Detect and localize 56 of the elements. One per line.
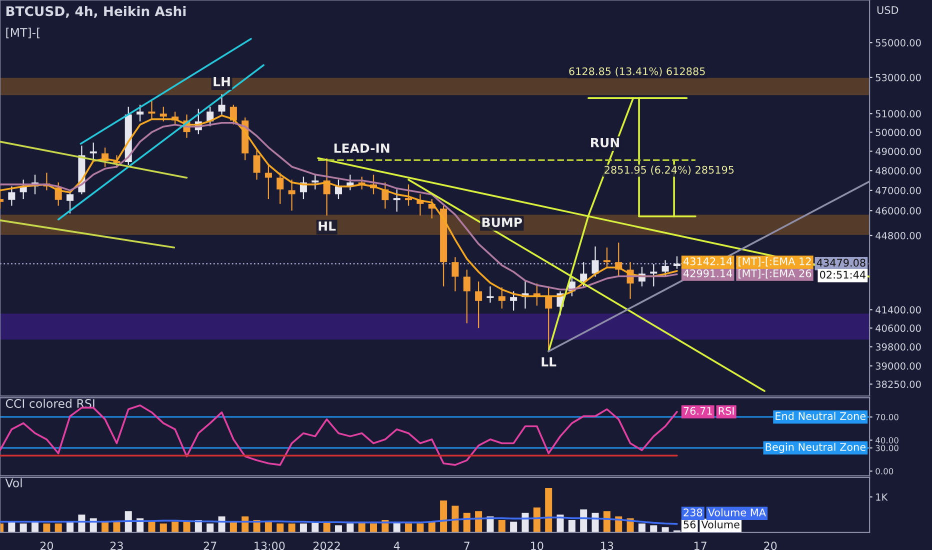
text: [MT]-[:EMA 26 <box>738 269 812 278</box>
annotation: LL <box>542 357 556 366</box>
chart-title: Vol <box>5 478 22 488</box>
annotation: RUN <box>591 138 619 148</box>
x-tick-label: 10 <box>531 542 544 550</box>
x-tick-label: 13:00 <box>254 542 285 550</box>
y-tick-label: 40.00 <box>876 437 898 444</box>
y-tick-label: 40600.00 <box>876 324 921 332</box>
annotation: 2851.95 (6.24%) 285195 <box>604 166 734 175</box>
y-axis-title: USD <box>877 6 898 14</box>
x-tick-label: 20 <box>40 542 54 550</box>
x-tick-label: 13 <box>601 542 614 550</box>
y-tick-label: 51000.00 <box>876 110 921 118</box>
legend-label: RSI <box>718 406 734 415</box>
y-tick-label: 47000.00 <box>876 186 921 194</box>
x-tick-label: 2022 <box>313 542 340 550</box>
y-tick-label: 38250.00 <box>876 380 921 388</box>
annotation: LEAD-IN <box>334 144 390 153</box>
annotation: HL <box>318 222 336 231</box>
y-tick-label: 48000.00 <box>876 167 921 174</box>
annotation: 02:51:44 <box>820 270 866 279</box>
y-tick-label: 46000.00 <box>876 207 921 214</box>
y-tick-label: 0.00 <box>876 468 894 474</box>
y-tick-label: 1K <box>876 494 888 501</box>
x-tick-label: 27 <box>204 542 216 550</box>
text: Volume <box>701 520 740 528</box>
y-tick-label: 70.00 <box>876 414 898 420</box>
y-tick-label: 30.00 <box>876 444 898 452</box>
y-tick-label: 55000.00 <box>876 39 921 46</box>
y-tick-label: 41400.00 <box>876 306 921 314</box>
y-tick-label: 39000.00 <box>876 362 921 370</box>
data-label: 42991.14 <box>683 269 732 278</box>
y-tick-label: 53000.00 <box>876 74 921 82</box>
data-label: 56 <box>684 520 696 528</box>
annotation: LH <box>214 77 230 86</box>
x-tick-label: 20 <box>764 542 777 550</box>
y-tick-label: 49000.00 <box>876 148 921 156</box>
y-tick-label: 44800.00 <box>876 232 921 240</box>
x-tick-label: 17 <box>694 542 706 550</box>
x-tick-label: 23 <box>110 542 123 550</box>
x-tick-label: 4 <box>394 542 400 550</box>
ref-line-label: Begin Neutral Zone <box>766 442 866 453</box>
chart-title: BTCUSD, 4h, Heikin Ashi <box>6 6 186 18</box>
annotation: 6128.85 (13.41%) 612885 <box>569 67 705 76</box>
legend-label: Volume MA <box>708 508 766 516</box>
y-tick-label: 50000.00 <box>876 128 921 136</box>
data-label: 43142.14 <box>683 257 732 266</box>
data-label: 238 <box>684 508 702 516</box>
text: [MT]-[:EMA 12 <box>738 257 811 266</box>
y-tick-label: 39800.00 <box>876 343 921 351</box>
data-label: 76.71 <box>684 406 712 415</box>
text: [MT]-[ <box>6 28 40 38</box>
annotation: BUMP <box>482 218 522 228</box>
x-tick-label: 7 <box>464 542 470 550</box>
ref-line-label: 43479.08 <box>816 258 866 267</box>
ref-line-label: End Neutral Zone <box>776 412 866 420</box>
